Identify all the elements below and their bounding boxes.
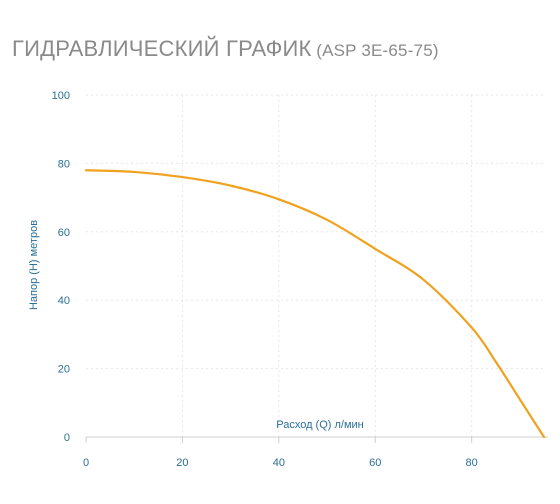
x-tick-label: 40 bbox=[273, 457, 285, 469]
x-axis-label: Расход (Q) л/мин bbox=[276, 419, 364, 431]
axis-layer bbox=[85, 436, 548, 443]
tick-layer: 0 20 40 60 80 100 0 20 40 60 80 bbox=[52, 90, 478, 469]
chart-title: Гидравлический график (ASP 3E-65-75) bbox=[12, 36, 439, 62]
y-tick-label: 40 bbox=[58, 295, 70, 307]
x-tick-label: 60 bbox=[369, 457, 381, 469]
y-tick-label: 100 bbox=[52, 90, 70, 102]
y-tick-label: 0 bbox=[64, 432, 70, 444]
chart-title-model: (ASP 3E-65-75) bbox=[316, 41, 439, 60]
x-tick-label: 80 bbox=[466, 457, 478, 469]
y-tick-label: 80 bbox=[58, 158, 70, 170]
series-line bbox=[84, 169, 546, 439]
series-layer bbox=[84, 169, 546, 439]
x-tick-label: 20 bbox=[176, 457, 188, 469]
y-axis-label: Напор (H) метров bbox=[28, 220, 40, 310]
grid-layer bbox=[86, 94, 544, 437]
chart-title-main: Гидравлический график bbox=[12, 36, 312, 61]
y-tick-label: 20 bbox=[58, 364, 70, 376]
x-tick-label: 0 bbox=[83, 457, 89, 469]
y-tick-label: 60 bbox=[58, 227, 70, 239]
